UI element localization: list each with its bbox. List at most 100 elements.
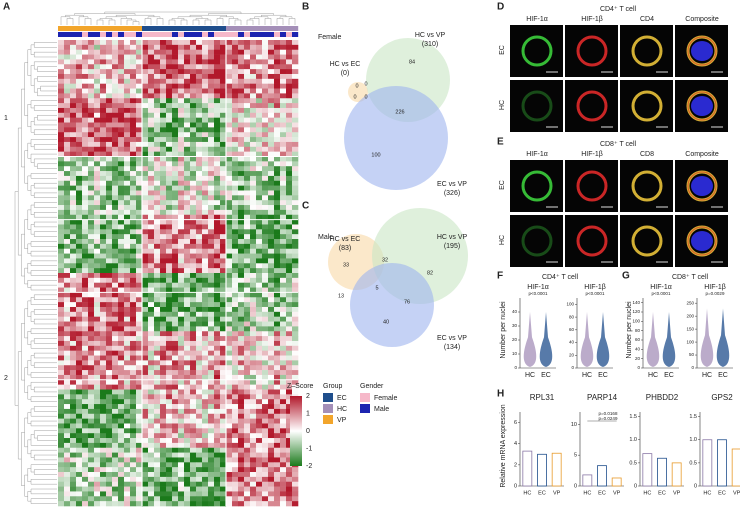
heatmap-cell xyxy=(244,137,251,143)
heatmap-cell xyxy=(88,112,95,118)
heatmap-cell xyxy=(142,452,149,458)
heatmap-cell xyxy=(238,355,245,361)
heatmap-cell xyxy=(286,287,293,293)
heatmap-cell xyxy=(88,69,95,75)
heatmap-cell xyxy=(268,112,275,118)
heatmap-cell xyxy=(106,88,113,94)
heatmap-cell xyxy=(190,132,197,138)
heatmap-cell xyxy=(106,219,113,225)
heatmap-cell xyxy=(256,190,263,196)
heatmap-cell xyxy=(250,389,257,395)
gender-bar-cell xyxy=(148,32,155,37)
heatmap-cell xyxy=(256,195,263,201)
heatmap-cell xyxy=(100,44,107,50)
heatmap-cell xyxy=(94,112,101,118)
group-bar-cell xyxy=(280,26,287,31)
heatmap-cell xyxy=(94,224,101,230)
heatmap-cell xyxy=(166,219,173,225)
heatmap-cell xyxy=(88,117,95,123)
heatmap-cell xyxy=(130,374,137,381)
heatmap-cell xyxy=(160,175,167,182)
micrograph xyxy=(565,80,618,132)
heatmap-cell xyxy=(238,64,245,70)
venn-count: 33 xyxy=(343,262,349,268)
heatmap-cell xyxy=(256,146,263,152)
heatmap-cell xyxy=(232,103,239,109)
heatmap-cell xyxy=(262,302,269,308)
p-value: p<0.0001 xyxy=(652,291,671,296)
y-tick-label: 120 xyxy=(632,309,640,314)
heatmap-cell xyxy=(262,457,269,463)
heatmap-cell xyxy=(76,151,83,157)
gender-bar-cell xyxy=(94,32,101,37)
heatmap-cell xyxy=(280,273,287,279)
column-header: CD4 xyxy=(640,16,654,23)
heatmap-cell xyxy=(292,117,299,123)
heatmap-cell xyxy=(100,423,107,429)
heatmap-cell xyxy=(232,486,239,492)
heatmap-cell xyxy=(238,384,245,390)
heatmap-cell xyxy=(274,408,281,415)
heatmap-cell xyxy=(154,185,161,191)
heatmap-cell xyxy=(58,200,65,206)
heatmap-cell xyxy=(148,258,155,264)
heatmap-cell xyxy=(58,447,65,453)
panel-label: A xyxy=(3,2,10,13)
heatmap-cell xyxy=(208,229,215,235)
heatmap-cell xyxy=(280,423,287,429)
heatmap-cell xyxy=(136,239,143,245)
heatmap-cell xyxy=(58,302,65,308)
heatmap-cell xyxy=(220,442,227,449)
column-header: CD8 xyxy=(640,151,654,158)
heatmap-cell xyxy=(214,107,221,114)
dendrogram-link xyxy=(180,19,188,25)
heatmap-cell xyxy=(130,321,137,327)
heatmap-cell xyxy=(70,161,77,167)
heatmap-cell xyxy=(172,302,179,308)
heatmap-cell xyxy=(172,229,179,235)
dendrogram-link xyxy=(24,219,28,249)
dendrogram-link xyxy=(34,51,57,58)
heatmap-cell xyxy=(250,442,257,449)
dendrogram-link xyxy=(204,19,212,25)
heatmap-cell xyxy=(94,161,101,167)
gender-bar-cell xyxy=(196,32,203,37)
heatmap-cell xyxy=(58,180,65,186)
heatmap-cell xyxy=(94,331,101,337)
heatmap-cell xyxy=(172,365,179,371)
heatmap-cell xyxy=(136,88,143,94)
heatmap-cell xyxy=(208,219,215,225)
heatmap-cell xyxy=(148,54,155,60)
heatmap-cell xyxy=(178,282,185,288)
heatmap-cell xyxy=(274,214,281,220)
heatmap-cell xyxy=(88,501,95,507)
heatmap-cell xyxy=(76,205,83,211)
heatmap-cell xyxy=(184,83,191,89)
group-bar-cell xyxy=(220,26,227,31)
heatmap-cell xyxy=(274,287,281,293)
heatmap-cell xyxy=(160,69,167,75)
heatmap-cell xyxy=(244,127,251,133)
heatmap-cell xyxy=(130,88,137,94)
heatmap-cell xyxy=(166,326,173,332)
heatmap-cell xyxy=(238,112,245,118)
heatmap-cell xyxy=(220,219,227,225)
heatmap-cell xyxy=(220,428,227,434)
heatmap-cell xyxy=(256,355,263,361)
heatmap-cell xyxy=(178,112,185,118)
heatmap-cell xyxy=(124,214,131,220)
heatmap-cell xyxy=(166,413,173,419)
heatmap-cell xyxy=(154,122,161,128)
heatmap-cell xyxy=(226,137,233,143)
heatmap-cell xyxy=(82,64,89,70)
heatmap-cell xyxy=(166,190,173,196)
dendrogram-link xyxy=(30,204,35,215)
heatmap-cell xyxy=(160,404,167,410)
heatmap-cell xyxy=(244,433,251,439)
heatmap-cell xyxy=(82,161,89,167)
heatmap-cell xyxy=(178,491,185,497)
heatmap-cell xyxy=(154,88,161,94)
heatmap-cell xyxy=(100,117,107,123)
heatmap-cell xyxy=(202,297,209,303)
heatmap-cell xyxy=(178,476,185,483)
